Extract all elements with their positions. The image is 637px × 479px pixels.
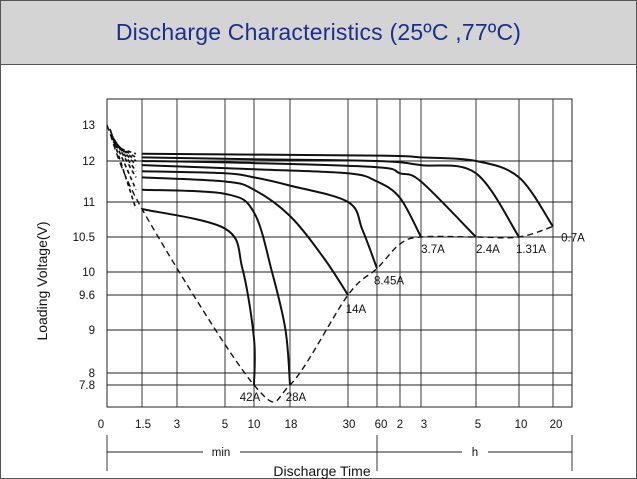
labels: 13 12 11 10.5 10 9.6 9 87.8 0 1.5 3 5 10 18 30 60 2 3 5 10 2… (73, 120, 586, 459)
start-ramp (111, 138, 137, 166)
y-tick-label: 10 (82, 267, 95, 279)
discharge-curve (141, 188, 291, 386)
x-tick-label: 3 (174, 419, 180, 431)
end-voltage-curve (106, 124, 554, 403)
x-tick-label: 1.5 (135, 419, 151, 431)
end-voltage-path (106, 124, 554, 403)
series-label: 1.31A (516, 244, 546, 256)
x-axis-label: Discharge Time (273, 463, 370, 479)
x-tick-label: 5 (222, 419, 228, 431)
discharge-curve (141, 156, 520, 238)
x-tick-label: 3 (421, 419, 427, 431)
x-tick-label: 10 (515, 419, 528, 431)
series-label: 2.4A (476, 244, 500, 256)
x-tick-label: 30 (343, 419, 356, 431)
discharge-curve (141, 170, 378, 269)
y-tick-label: 13 (82, 120, 95, 132)
discharge-curve (141, 208, 256, 386)
chart-title: Discharge Characteristics (25ºC ,77ºC) (115, 19, 522, 45)
title-bar: Discharge Characteristics (25ºC ,77ºC) (1, 1, 636, 65)
discharge-curve (141, 176, 349, 296)
start-ramp (113, 145, 137, 155)
series-label: 14A (346, 304, 367, 316)
series-label: 42A (240, 392, 261, 404)
unit-h-label: h (472, 447, 478, 459)
series-label: 0.7A (561, 233, 585, 245)
x-tick-label: 0 (98, 419, 104, 431)
y-axis-label: Loading Voltage(V) (34, 221, 50, 340)
x-tick-label: 5 (475, 419, 481, 431)
discharge-curve (141, 164, 422, 238)
y-tick-label: 10.5 (73, 232, 95, 244)
unit-min-label: min (212, 447, 231, 459)
discharge-curve (141, 152, 554, 228)
x-tick-label: 10 (248, 419, 261, 431)
y-tick-label: 11 (83, 197, 95, 209)
x-tick-label: 2 (397, 419, 403, 431)
y-tick-label: 9 (89, 325, 95, 337)
start-ramp (113, 143, 137, 159)
start-ramp (111, 136, 137, 172)
curves (109, 128, 554, 386)
series-label: 3.7A (421, 244, 445, 256)
series-label: 8.45A (374, 276, 404, 288)
y-tick-label: 7.8 (79, 380, 95, 392)
series-label: 28A (286, 392, 307, 404)
discharge-curve (141, 160, 477, 238)
y-tick-label: 12 (82, 156, 95, 168)
x-tick-label: 18 (285, 419, 298, 431)
y-tick-label: 9.6 (79, 290, 95, 302)
x-tick-label: 60 (375, 419, 388, 431)
y-tick-label: 8 (89, 368, 95, 380)
plot-border (106, 98, 573, 408)
start-ramp (112, 140, 137, 162)
x-tick-label: 20 (550, 419, 563, 431)
